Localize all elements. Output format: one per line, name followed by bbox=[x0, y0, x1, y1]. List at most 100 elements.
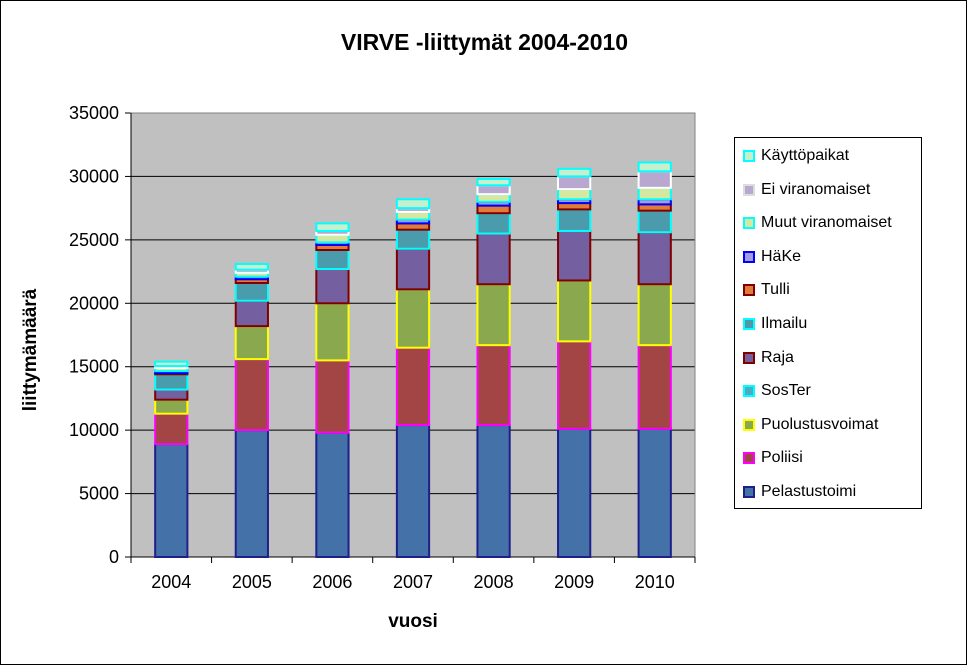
legend-label: Poliisi bbox=[761, 449, 803, 467]
chart-title: VIRVE -liittymät 2004-2010 bbox=[340, 29, 629, 55]
bar-segment bbox=[637, 231, 672, 286]
y-tick-label: 15000 bbox=[69, 357, 119, 377]
bar-segment bbox=[234, 281, 269, 302]
legend-swatch bbox=[743, 318, 755, 330]
legend-label: Tulli bbox=[761, 281, 790, 299]
bar-segment bbox=[557, 340, 592, 430]
legend-item: Tulli bbox=[743, 280, 790, 300]
bar-segment bbox=[476, 177, 511, 187]
bar-segment bbox=[154, 373, 189, 391]
bar-segment bbox=[234, 429, 269, 558]
bar-segment bbox=[557, 279, 592, 343]
chart-legend: Käyttöpaikat Ei viranomaiset Muut viranoma… bbox=[734, 137, 922, 509]
legend-label: Raja bbox=[761, 348, 794, 366]
x-tick-label: 2009 bbox=[554, 572, 594, 592]
bar-segment bbox=[476, 232, 511, 286]
bar-segment bbox=[234, 299, 269, 328]
bar-segment bbox=[476, 344, 511, 427]
bar-segment bbox=[154, 443, 189, 558]
bar-segment bbox=[557, 167, 592, 178]
legend-swatch bbox=[743, 351, 755, 364]
legend-item: Ilmailu bbox=[743, 314, 807, 334]
bar-segment bbox=[315, 302, 350, 362]
legend-swatch bbox=[743, 217, 755, 230]
bar-segment bbox=[395, 228, 431, 250]
bar-segment bbox=[637, 170, 672, 189]
bar-segment bbox=[234, 262, 269, 271]
bar-segment bbox=[476, 204, 511, 215]
x-tick-label: 2006 bbox=[312, 572, 352, 592]
x-tick-label: 2007 bbox=[393, 572, 433, 592]
bar-segment bbox=[395, 198, 431, 210]
legend-item: Ei viranomaiset bbox=[743, 180, 870, 200]
legend-swatch bbox=[743, 250, 755, 263]
bar-segment bbox=[637, 344, 672, 430]
bar-segment bbox=[557, 208, 592, 232]
y-tick-label: 0 bbox=[109, 547, 119, 567]
bar-segment bbox=[234, 358, 269, 432]
legend-item: HäKe bbox=[743, 247, 801, 267]
legend-label: HäKe bbox=[761, 247, 802, 265]
legend-label: Ei viranomaiset bbox=[761, 180, 871, 198]
legend-swatch bbox=[743, 452, 755, 465]
bar-segment bbox=[557, 229, 592, 282]
bar-segment bbox=[315, 431, 350, 558]
x-tick-label: 2005 bbox=[232, 572, 272, 592]
x-tick-label: 2010 bbox=[635, 572, 675, 592]
legend-swatch bbox=[743, 385, 755, 398]
bar-segment bbox=[154, 388, 189, 401]
x-tick-label: 2008 bbox=[474, 572, 514, 592]
x-tick-label: 2004 bbox=[151, 572, 191, 592]
legend-label: Muut viranomaiset bbox=[761, 214, 892, 232]
bar-segment bbox=[557, 175, 592, 191]
legend-item: Muut viranomaiset bbox=[743, 213, 892, 233]
legend-label: Puolustusvoimat bbox=[761, 415, 879, 433]
y-tick-label: 35000 bbox=[69, 103, 119, 123]
y-tick-label: 5000 bbox=[79, 484, 119, 504]
legend-swatch bbox=[743, 183, 755, 196]
bar-segment bbox=[315, 222, 350, 232]
bar-segment bbox=[637, 427, 672, 559]
bar-segment bbox=[154, 412, 189, 446]
legend-swatch bbox=[743, 418, 755, 431]
legend-label: Pelastustoimi bbox=[761, 483, 857, 500]
bar-segment bbox=[476, 184, 511, 196]
bar-segment bbox=[476, 212, 511, 235]
bar-segment bbox=[557, 188, 592, 201]
legend-item: Poliisi bbox=[743, 448, 803, 468]
y-tick-label: 20000 bbox=[69, 293, 119, 313]
bar-segment bbox=[395, 247, 431, 291]
bar-segment bbox=[395, 346, 431, 427]
bar-segment bbox=[315, 249, 350, 271]
legend-item: SosTer bbox=[743, 381, 811, 401]
legend-swatch bbox=[743, 486, 755, 498]
legend-item: Käyttöpaikat bbox=[743, 146, 849, 166]
bar-segment bbox=[557, 427, 592, 559]
bar-segment bbox=[476, 283, 511, 347]
bar-segment bbox=[395, 210, 431, 221]
bar-segment bbox=[315, 233, 350, 244]
legend-swatch bbox=[743, 284, 755, 297]
bar-segment bbox=[637, 161, 672, 173]
bar-segment bbox=[395, 288, 431, 349]
bar-segment bbox=[315, 268, 350, 305]
y-tick-label: 10000 bbox=[69, 420, 119, 440]
legend-label: Käyttöpaikat bbox=[761, 147, 850, 164]
bar-segment bbox=[476, 424, 511, 558]
bar-segment bbox=[234, 325, 269, 361]
y-tick-label: 30000 bbox=[69, 166, 119, 186]
legend-swatch bbox=[743, 150, 755, 162]
bar-segment bbox=[637, 283, 672, 347]
legend-item: Pelastustoimi bbox=[743, 482, 856, 502]
legend-label: Ilmailu bbox=[761, 315, 808, 332]
legend-item: Puolustusvoimat bbox=[743, 415, 878, 435]
bar-segment bbox=[637, 209, 672, 234]
legend-item: Raja bbox=[743, 348, 794, 368]
y-tick-label: 25000 bbox=[69, 230, 119, 250]
bar-segment bbox=[154, 360, 189, 368]
legend-label: SosTer bbox=[761, 382, 811, 400]
bar-segment bbox=[395, 424, 431, 558]
bar-segment bbox=[315, 359, 350, 434]
